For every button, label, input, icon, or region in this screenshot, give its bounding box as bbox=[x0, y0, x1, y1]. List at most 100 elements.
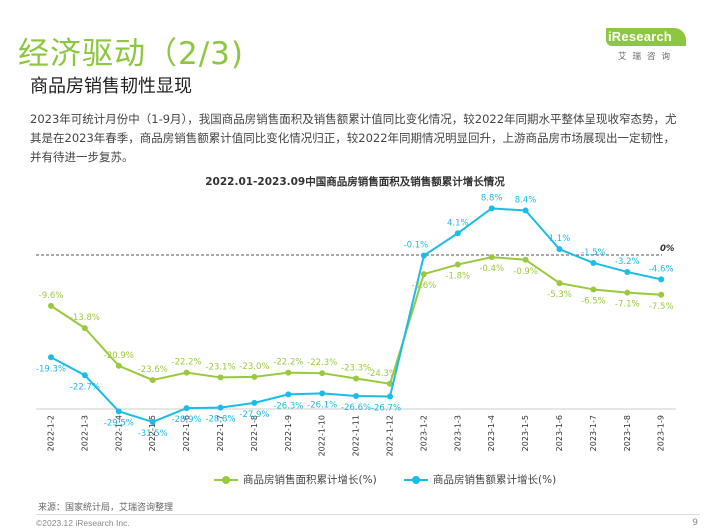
data-point-area bbox=[251, 373, 258, 380]
data-point-area bbox=[556, 280, 563, 287]
data-point-amount bbox=[251, 399, 258, 406]
data-point-amount bbox=[285, 391, 292, 398]
data-point-area bbox=[353, 375, 360, 382]
data-label-area: -13.8% bbox=[70, 313, 100, 323]
data-point-area bbox=[81, 325, 88, 332]
x-tick-label: 2022-1-7 bbox=[216, 415, 225, 451]
data-label-amount: -3.2% bbox=[615, 257, 640, 267]
data-label-amount: -26.3% bbox=[273, 401, 303, 411]
data-label-amount: -29.5% bbox=[104, 418, 134, 428]
data-label-amount: -19.3% bbox=[36, 364, 66, 374]
data-label-area: -22.2% bbox=[172, 358, 202, 368]
data-point-area bbox=[285, 369, 292, 376]
data-label-area: -7.5% bbox=[649, 302, 674, 312]
data-point-amount bbox=[319, 390, 326, 397]
data-label-area: -23.3% bbox=[341, 363, 371, 373]
x-tick-label: 2023-1-4 bbox=[487, 415, 496, 451]
legend-item-amount: 商品房销售额累计增长(%) bbox=[404, 472, 556, 487]
x-tick-label: 2023-1-5 bbox=[521, 415, 530, 451]
page-title: 经济驱动（2/3) bbox=[18, 36, 244, 72]
data-point-amount bbox=[115, 408, 122, 415]
data-label-amount: -1.5% bbox=[581, 248, 606, 258]
x-tick-label: 2022-1-9 bbox=[284, 415, 293, 451]
source-note: 来源：国家统计局，艾瑞咨询整理 bbox=[38, 503, 174, 513]
data-label-area: -7.1% bbox=[615, 300, 640, 310]
page-subtitle: 商品房销售韧性显现 bbox=[30, 76, 192, 97]
data-point-area bbox=[149, 377, 156, 384]
x-tick-label: 2022-1-5 bbox=[148, 415, 157, 451]
data-label-amount: -4.6% bbox=[649, 264, 674, 274]
x-tick-label: 2022-1-2 bbox=[47, 415, 56, 451]
data-point-amount bbox=[48, 354, 54, 361]
data-point-amount bbox=[420, 252, 427, 259]
data-label-amount: -26.1% bbox=[307, 400, 337, 410]
iresearch-logo: iResearch 艾瑞咨询 bbox=[606, 28, 700, 72]
data-point-amount bbox=[217, 404, 224, 411]
data-label-amount: 8.4% bbox=[515, 195, 537, 205]
data-point-amount bbox=[556, 246, 563, 253]
data-label-area: -20.9% bbox=[104, 351, 134, 361]
data-label-area: -1.8% bbox=[445, 272, 470, 282]
x-tick-label: 2023-1-7 bbox=[589, 415, 598, 451]
data-label-area: -3.6% bbox=[412, 281, 437, 291]
legend-marker-amount bbox=[404, 475, 429, 485]
data-label-amount: -31.5% bbox=[138, 429, 168, 439]
data-point-area bbox=[217, 374, 224, 381]
data-point-amount bbox=[387, 393, 393, 400]
footer-divider bbox=[36, 514, 700, 515]
data-point-amount bbox=[658, 276, 665, 283]
data-point-amount bbox=[488, 205, 495, 212]
data-label-area: -0.9% bbox=[513, 267, 538, 277]
x-tick-label: 2022-1-8 bbox=[250, 415, 259, 451]
data-label-amount: -28.9% bbox=[172, 415, 202, 425]
data-label-area: -23.1% bbox=[205, 362, 235, 372]
data-point-amount bbox=[624, 268, 631, 275]
chart-legend: 商品房销售面积累计增长(%) 商品房销售额累计增长(%) bbox=[214, 472, 580, 488]
x-tick-label: 2023-1-9 bbox=[657, 415, 666, 451]
x-tick-label: 2022-1-3 bbox=[80, 415, 89, 451]
x-tick-label: 2022-1-10 bbox=[318, 415, 327, 456]
data-label-amount: 4.1% bbox=[447, 218, 469, 228]
x-tick-label: 2023-1-8 bbox=[623, 415, 632, 451]
data-label-area: -23.0% bbox=[239, 362, 269, 372]
data-label-area: -22.2% bbox=[273, 358, 303, 368]
data-point-area bbox=[454, 261, 461, 268]
x-tick-label: 2023-1-6 bbox=[555, 415, 564, 451]
data-point-amount bbox=[454, 230, 461, 237]
data-label-area: -22.3% bbox=[307, 358, 337, 368]
data-point-area bbox=[658, 291, 665, 298]
data-label-amount: -22.7% bbox=[70, 382, 100, 392]
data-point-area bbox=[319, 370, 326, 377]
data-point-area bbox=[48, 302, 54, 309]
data-label-area: -0.4% bbox=[479, 264, 504, 274]
data-label-amount: 8.8% bbox=[481, 193, 503, 203]
legend-label-amount: 商品房销售额累计增长(%) bbox=[433, 474, 557, 486]
data-point-area bbox=[624, 289, 631, 296]
data-point-amount bbox=[590, 259, 597, 266]
data-label-amount: -26.7% bbox=[371, 404, 401, 414]
logo-text: iResearch bbox=[608, 29, 672, 44]
data-label-amount: -0.1% bbox=[404, 241, 429, 251]
data-point-area bbox=[420, 271, 427, 278]
zero-label: 0% bbox=[660, 244, 675, 254]
x-tick-label: 2022-1-6 bbox=[182, 415, 191, 451]
x-tick-label: 2022-1-11 bbox=[352, 415, 361, 456]
logo-subtitle: 艾瑞咨询 bbox=[618, 52, 677, 62]
data-label-area: -5.3% bbox=[547, 290, 572, 300]
data-point-area bbox=[183, 369, 190, 376]
data-point-amount bbox=[353, 392, 360, 399]
data-point-amount bbox=[149, 418, 156, 425]
data-label-amount: 1.1% bbox=[549, 234, 571, 244]
chart-title: 2022.01-2023.09中国商品房销售面积及销售额累计增长情况 bbox=[205, 176, 505, 188]
data-label-area: -24.3% bbox=[367, 369, 397, 379]
logo-badge: iResearch bbox=[606, 28, 686, 46]
x-tick-label: 2022-1-12 bbox=[386, 415, 395, 456]
page-number: 9 bbox=[692, 518, 698, 528]
data-point-amount bbox=[81, 372, 88, 379]
data-point-area bbox=[488, 254, 495, 261]
x-tick-label: 2023-1-3 bbox=[453, 415, 462, 451]
data-label-area: -6.5% bbox=[581, 296, 606, 306]
data-point-amount bbox=[183, 405, 190, 412]
data-point-area bbox=[590, 286, 597, 293]
legend-marker-area bbox=[214, 475, 238, 485]
